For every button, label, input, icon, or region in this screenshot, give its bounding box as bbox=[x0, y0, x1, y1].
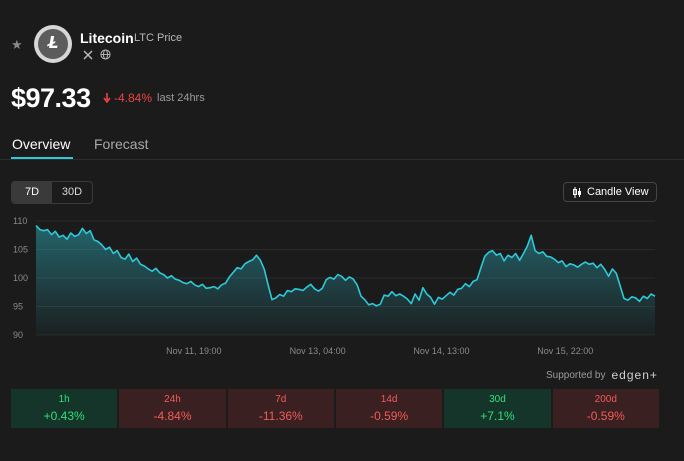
y-tick-label: 100 bbox=[13, 273, 28, 283]
arrow-down-icon bbox=[103, 93, 111, 103]
edgen-brand[interactable]: edgen+ bbox=[611, 368, 658, 382]
performance-stats: 1h +0.43% 24h -4.84% 7d -11.36% 14d -0.5… bbox=[11, 389, 659, 428]
stat-1h: 1h +0.43% bbox=[11, 389, 118, 428]
price-chart[interactable]: 110 105 100 95 90 Nov 11, 19:00 Nov 13, 04:00… bbox=[0, 208, 684, 358]
coin-name: Litecoin bbox=[80, 30, 134, 46]
stat-value: -0.59% bbox=[370, 409, 409, 423]
x-tick-label: Nov 13, 04:00 bbox=[290, 346, 346, 356]
tab-overview[interactable]: Overview bbox=[12, 136, 71, 152]
stat-24h: 24h -4.84% bbox=[119, 389, 226, 428]
stat-value: -11.36% bbox=[258, 409, 303, 423]
stat-period: 1h bbox=[58, 394, 70, 405]
litecoin-logo bbox=[34, 25, 72, 63]
supported-by-label: Supported by bbox=[546, 369, 606, 381]
price-line bbox=[35, 225, 656, 307]
change-period-label: last 24hrs bbox=[157, 92, 205, 104]
favorite-star-icon[interactable]: ★ bbox=[11, 37, 23, 52]
y-tick-label: 95 bbox=[13, 302, 23, 312]
supported-by: Supported by edgen+ bbox=[546, 368, 658, 382]
x-tick-label: Nov 14, 13:00 bbox=[413, 346, 469, 356]
stat-value: -4.84% bbox=[153, 409, 192, 423]
stat-14d: 14d -0.59% bbox=[335, 389, 443, 428]
candle-view-label: Candle View bbox=[587, 186, 649, 198]
candle-view-button[interactable]: Candle View bbox=[563, 182, 657, 202]
x-tick-label: Nov 15, 22:00 bbox=[537, 346, 593, 356]
x-twitter-icon[interactable] bbox=[83, 50, 93, 60]
range-30d[interactable]: 30D bbox=[61, 186, 83, 198]
x-tick-label: Nov 11, 19:00 bbox=[166, 346, 221, 356]
stat-200d: 200d -0.59% bbox=[552, 389, 659, 428]
stat-value: +0.43% bbox=[43, 409, 85, 423]
stat-period: 200d bbox=[594, 394, 617, 405]
candlestick-icon bbox=[573, 186, 581, 198]
y-tick-label: 90 bbox=[13, 330, 23, 340]
stat-period: 24h bbox=[164, 394, 181, 405]
range-selector: 7D 30D bbox=[11, 181, 93, 204]
change-percent: -4.84% bbox=[114, 91, 153, 105]
stat-period: 7d bbox=[275, 394, 287, 405]
stat-period: 30d bbox=[489, 394, 506, 405]
y-tick-label: 110 bbox=[13, 216, 27, 226]
coin-subtitle: LTC Price bbox=[134, 32, 183, 44]
stat-value: +7.1% bbox=[480, 409, 515, 423]
y-tick-label: 105 bbox=[13, 245, 28, 255]
range-7d[interactable]: 7D bbox=[12, 182, 52, 203]
stat-value: -0.59% bbox=[586, 409, 625, 423]
tab-forecast[interactable]: Forecast bbox=[94, 136, 149, 152]
stat-7d: 7d -11.36% bbox=[227, 389, 334, 428]
globe-icon[interactable] bbox=[100, 49, 111, 60]
price-change: -4.84% last 24hrs bbox=[103, 91, 205, 105]
active-tab-indicator bbox=[11, 157, 73, 159]
stat-30d: 30d +7.1% bbox=[444, 389, 551, 428]
current-price: $97.33 bbox=[11, 83, 91, 113]
stat-period: 14d bbox=[380, 394, 398, 405]
tab-divider bbox=[0, 159, 684, 160]
social-links bbox=[83, 49, 111, 60]
